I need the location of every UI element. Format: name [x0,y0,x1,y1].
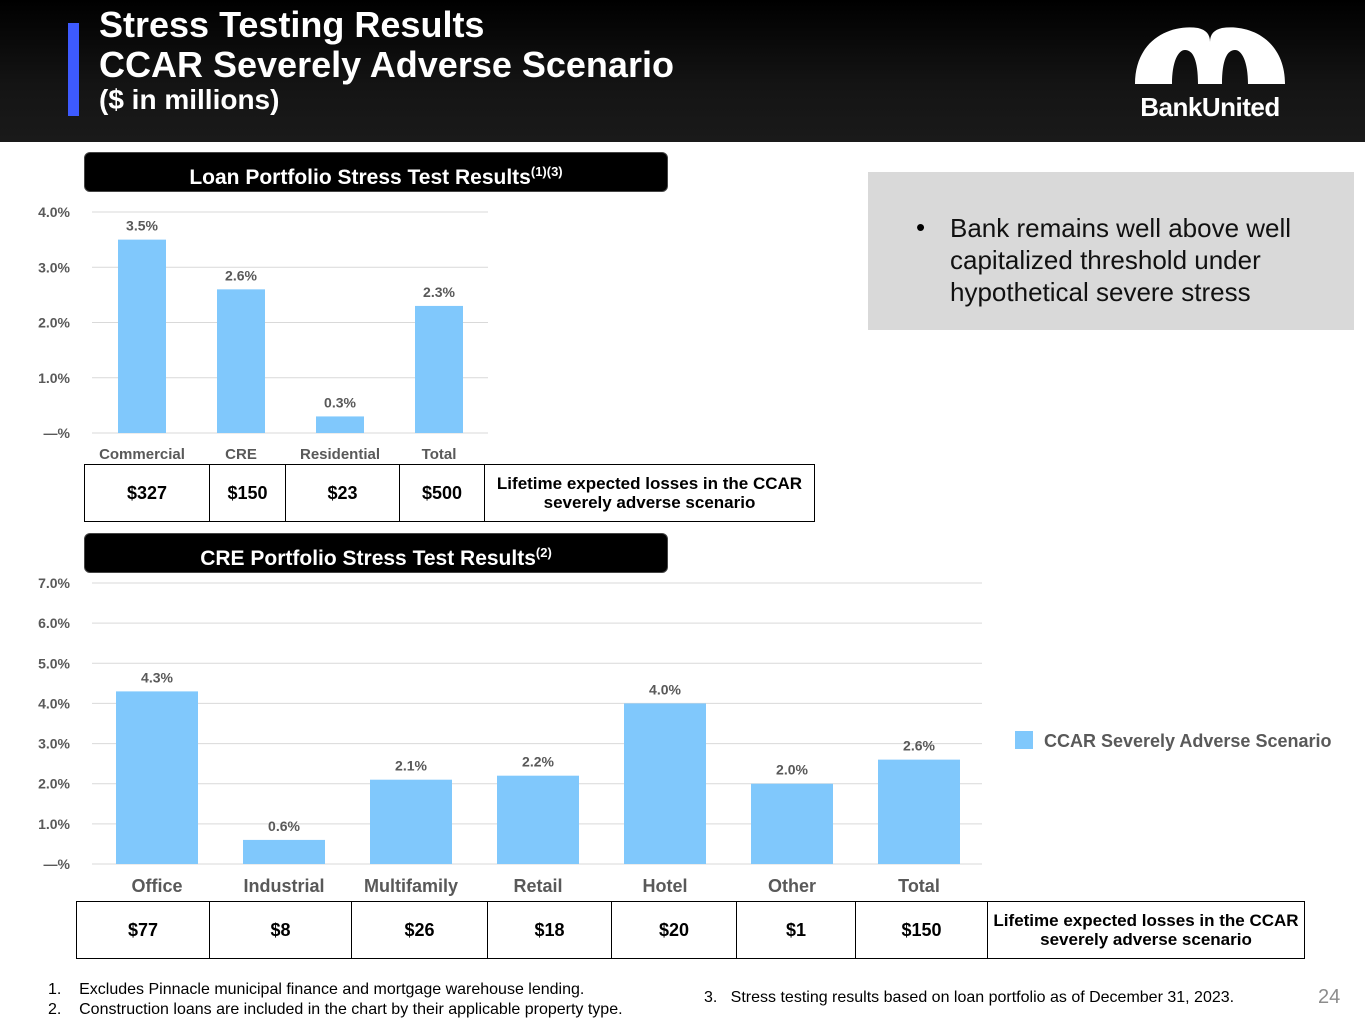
cre-ytick-label: —% [44,856,71,872]
loan-category-label: CRE [225,446,257,463]
loan-section-footnote-ref: (1)(3) [530,164,563,179]
cre-data-label: 4.3% [141,669,173,685]
cre-section-header: CRE Portfolio Stress Test Results(2) [84,533,668,573]
cre-losses-row: $77 $8 $26 $18 $20 $1 $150 Lifetime expe… [76,901,1305,959]
page-number: 24 [1318,986,1341,1008]
loan-ytick-label: 1.0% [38,370,70,386]
cre-ytick-label: 1.0% [38,816,70,832]
loan-bar-commercial [118,239,166,433]
footnote-1: 1. Excludes Pinnacle municipal finance a… [48,981,585,998]
cre-loss-multifamily: $26 [351,901,488,959]
cre-ytick-label: 6.0% [38,615,70,631]
loan-loss-commercial: $327 [84,464,210,522]
cre-bar-office [116,691,198,864]
cre-loss-total: $150 [855,901,988,959]
cre-loss-office: $77 [76,901,210,959]
cre-ytick-label: 3.0% [38,736,70,752]
loan-section-title: Loan Portfolio Stress Test Results [189,166,531,189]
cre-loss-other: $1 [736,901,856,959]
cre-section-footnote-ref: (2) [535,545,552,560]
cre-bar-multifamily [370,779,452,864]
cre-loss-industrial: $8 [209,901,352,959]
cre-category-label: Other [768,876,816,896]
loan-data-label: 0.3% [324,394,356,410]
page-subtitle: CCAR Severely Adverse Scenario [99,44,674,85]
cre-category-label: Office [131,876,182,896]
header-band: Stress Testing Results CCAR Severely Adv… [0,0,1365,142]
cre-ytick-label: 2.0% [38,776,70,792]
cre-data-label: 4.0% [649,681,681,697]
cre-losses-description: Lifetime expected losses in the CCAR sev… [987,901,1305,959]
cre-bar-hotel [624,703,706,864]
loan-section-header: Loan Portfolio Stress Test Results(1)(3) [84,152,668,192]
cre-bar-other [751,783,833,864]
cre-category-label: Retail [513,876,562,896]
cre-category-label: Hotel [643,876,688,896]
footnote-3: 3. Stress testing results based on loan … [704,989,1235,1006]
cre-losses-table: $77 $8 $26 $18 $20 $1 $150 Lifetime expe… [76,901,1305,959]
loan-category-label: Commercial [99,446,185,463]
loan-category-label: Total [422,446,457,463]
legend-swatch [1015,731,1033,749]
cre-data-label: 2.1% [395,758,427,774]
loan-losses-row: $327 $150 $23 $500 Lifetime expected los… [84,464,815,522]
callout-bullet: • [916,212,926,242]
cre-loss-hotel: $20 [611,901,737,959]
callout-text: Bank remains well above well capitalized… [950,213,1292,307]
cre-ytick-label: 5.0% [38,655,70,671]
loan-loss-total: $500 [399,464,485,522]
loan-data-label: 2.6% [225,267,257,283]
cre-loss-retail: $18 [487,901,612,959]
page-title: Stress Testing Results [99,4,485,45]
bankunited-logo: BankUnited [1130,20,1290,126]
loan-loss-cre: $150 [209,464,286,522]
loan-data-label: 3.5% [126,218,158,234]
cre-ytick-label: 7.0% [38,575,70,591]
loan-ytick-label: 2.0% [38,315,70,331]
cre-category-label: Total [898,876,940,896]
logo-wordmark: BankUnited [1140,92,1280,122]
cre-ytick-label: 4.0% [38,695,70,711]
units-note: ($ in millions) [99,84,280,115]
cre-data-label: 2.0% [776,762,808,778]
loan-ytick-label: 4.0% [38,204,70,220]
footnote-2: 2. Construction loans are included in th… [48,1001,623,1018]
loan-losses-description: Lifetime expected losses in the CCAR sev… [484,464,815,522]
loan-bar-total [415,305,463,433]
loan-ytick-label: —% [44,425,71,441]
key-takeaway-callout: • Bank remains well above well capitaliz… [868,172,1354,330]
title-accent-bar [68,23,79,116]
cre-section-title: CRE Portfolio Stress Test Results [200,547,536,570]
cre-category-label: Multifamily [364,876,458,896]
cre-data-label: 2.6% [903,738,935,754]
logo-arch-icon [1135,27,1285,84]
cre-category-label: Industrial [243,876,324,896]
loan-bar-cre [217,289,265,433]
cre-data-label: 0.6% [268,818,300,834]
loan-bar-residential [316,416,364,433]
loan-losses-table: $327 $150 $23 $500 Lifetime expected los… [84,464,815,522]
cre-bar-total [878,759,960,864]
cre-bar-industrial [243,839,325,864]
legend-label: CCAR Severely Adverse Scenario [1044,731,1332,751]
cre-data-label: 2.2% [522,754,554,770]
loan-data-label: 2.3% [423,284,455,300]
cre-bar-retail [497,775,579,864]
loan-category-label: Residential [300,446,380,463]
loan-loss-residential: $23 [285,464,400,522]
loan-ytick-label: 3.0% [38,259,70,275]
